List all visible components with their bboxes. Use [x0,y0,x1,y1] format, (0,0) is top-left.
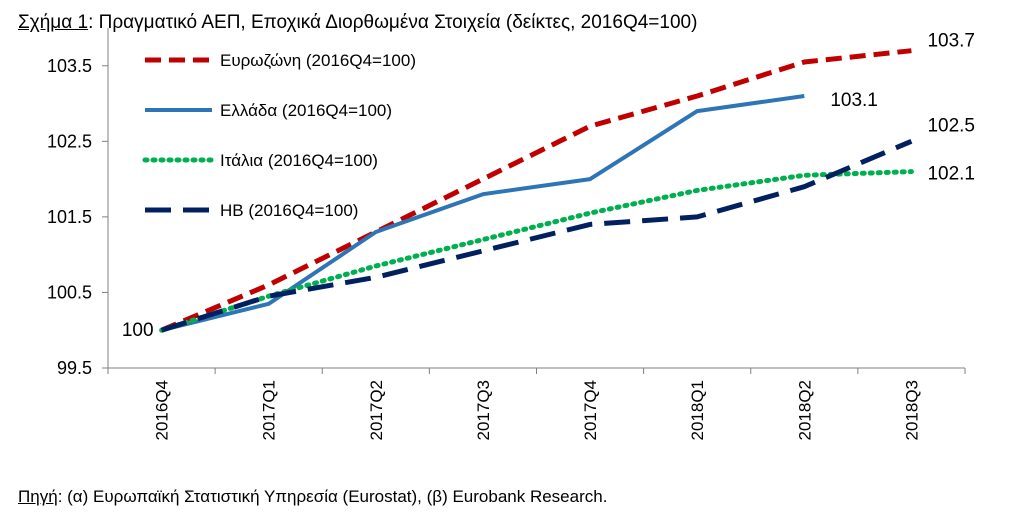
y-tick-label: 102.5 [47,131,92,151]
y-tick-labels: 99.5 100.5 101.5 102.5 103.5 [47,56,92,378]
y-tick-label: 101.5 [47,207,92,227]
x-tick-label: 2016Q4 [153,380,172,441]
chart-title: Σχήμα 1: Πραγματικό ΑΕΠ, Εποχικά Διορθωμ… [18,12,697,34]
x-tick-labels: 2016Q4 2017Q1 2017Q2 2017Q3 2017Q4 2018Q1 2018… [153,380,922,441]
x-tick-label: 2018Q3 [902,380,921,441]
series-line-3 [159,169,914,333]
figure-caption: : Πραγματικό ΑΕΠ, Εποχικά Διορθωμένα Στο… [88,12,698,33]
x-tick-label: 2017Q2 [367,380,386,441]
source-text: : (α) Ευρωπαϊκή Στατιστική Υπηρεσία (Eur… [57,487,608,506]
legend-entry-3: Ιτάλια (2016Q4=100) [220,151,378,170]
figure-label: Σχήμα 1 [18,12,89,33]
data-labels: 100 103.7 103.1 102.5 102.1 [122,31,975,342]
data-label: 100 [122,320,154,341]
y-tick-label: 99.5 [57,358,92,378]
legend-entry-2: Ελλάδα (2016Q4=100) [220,101,392,120]
legend-entry-1: Ευρωζώνη (2016Q4=100) [220,51,416,70]
legend: Ευρωζώνη (2016Q4=100) Ελλάδα (2016Q4=100)… [142,51,416,220]
x-tick-label: 2017Q4 [581,380,600,441]
series-line-4 [160,138,913,333]
legend-entry-4: ΗΒ (2016Q4=100) [220,201,358,220]
x-tick-label: 2017Q3 [474,380,493,441]
source-label: Πηγή [18,487,58,506]
x-tick-label: 2018Q2 [795,380,814,441]
series-line-2 [161,94,805,333]
x-tick-label: 2018Q1 [688,380,707,441]
source-note: Πηγή: (α) Ευρωπαϊκή Στατιστική Υπηρεσία … [18,487,607,507]
data-label: 103.7 [927,31,975,52]
data-label: 102.1 [927,164,975,185]
y-tick-label: 100.5 [47,282,92,302]
series-lines [159,48,914,333]
y-tick-label: 103.5 [47,56,92,76]
x-tick-label: 2017Q1 [260,380,279,441]
axes [102,28,966,374]
data-label: 102.5 [927,115,975,136]
data-label: 103.1 [830,90,878,111]
series-line-1 [160,48,912,333]
